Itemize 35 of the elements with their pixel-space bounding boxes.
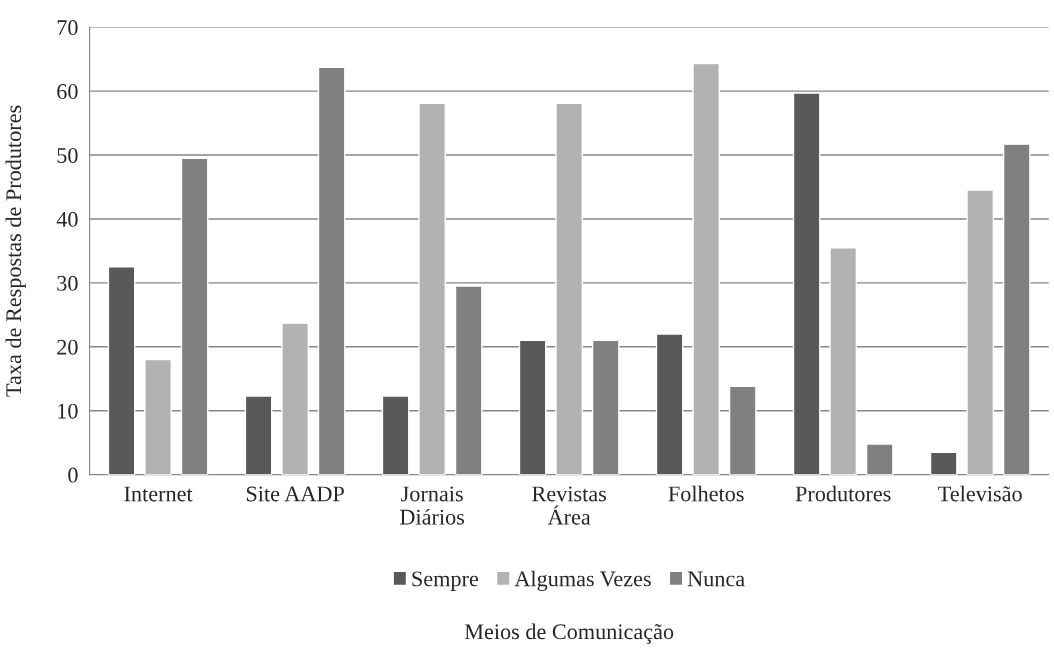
legend-label: Algumas Vezes <box>514 570 651 591</box>
x-tick-label: Folhetos <box>668 485 744 502</box>
bar <box>107 266 136 475</box>
bar <box>144 358 172 475</box>
y-tick-label: 40 <box>56 211 78 227</box>
y-tick-label: 20 <box>57 339 78 355</box>
x-tick-label: Produtores <box>795 485 891 502</box>
bar <box>655 333 684 475</box>
legend-label: Sempre <box>412 571 479 591</box>
bar <box>418 102 446 475</box>
x-tick-label: Site AADP <box>246 486 344 502</box>
y-axis-title: Taxa de Respostas de Produtores <box>5 105 26 397</box>
x-tick-label: Internet <box>124 486 193 502</box>
y-tick-label: 70 <box>57 20 78 36</box>
bar <box>829 247 858 475</box>
bar <box>966 189 995 475</box>
legend-label: Nunca <box>687 571 745 587</box>
bar <box>929 451 958 475</box>
bar <box>381 395 410 475</box>
bar <box>281 322 309 475</box>
bar <box>518 339 547 475</box>
bar <box>555 102 584 475</box>
y-tick-label: 50 <box>57 147 78 163</box>
x-axis-title: Meios de Comunicação <box>464 623 674 644</box>
bar <box>865 443 894 475</box>
bar <box>792 92 821 475</box>
bar <box>692 62 721 475</box>
x-tick-label: Televisão <box>938 485 1022 502</box>
y-tick-label: 0 <box>68 467 78 483</box>
y-tick-label: 10 <box>58 403 78 419</box>
x-tick-label: Jornais Diários <box>400 486 465 525</box>
y-tick-label: 30 <box>57 275 78 291</box>
bar <box>244 395 273 475</box>
y-tick-label: 60 <box>57 84 78 99</box>
x-tick-label: Revistas Área <box>532 486 607 525</box>
